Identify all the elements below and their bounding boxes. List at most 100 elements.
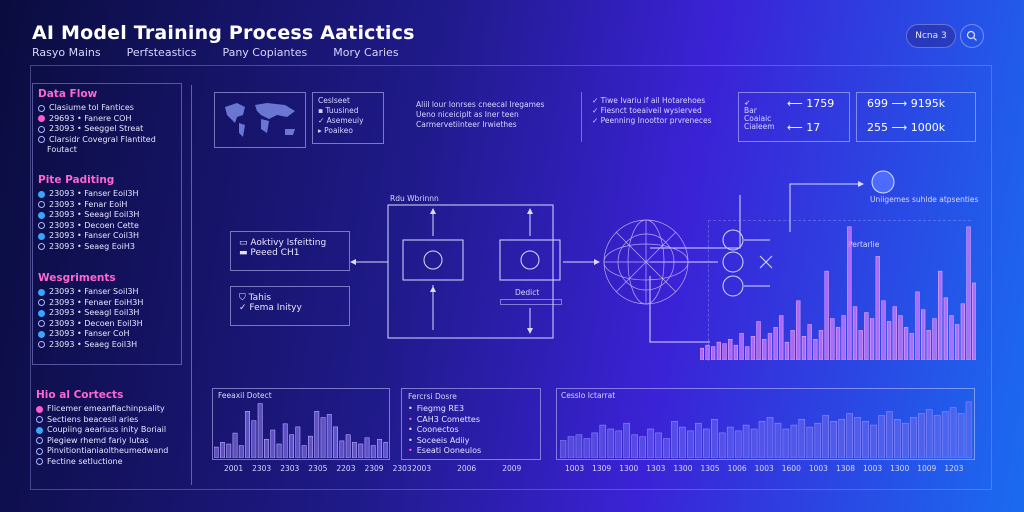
chart-bar (830, 318, 835, 360)
chart-bar (214, 446, 219, 458)
chart-label: Pertarlie (848, 240, 880, 249)
bullet-icon (38, 299, 45, 307)
card-icon: ▭ (239, 238, 248, 248)
chart-bar (938, 270, 943, 360)
chart-bar (790, 330, 795, 360)
bullet-icon (38, 243, 45, 251)
chart-bar (796, 300, 801, 360)
tick-label: 1003 (754, 464, 774, 473)
chart-bar (639, 436, 646, 458)
bullet-icon (38, 201, 45, 209)
chart-bar (232, 432, 238, 458)
dedict-label: Dedict (515, 288, 540, 297)
flow-card-2[interactable]: ⛉ Tahis ✓ Fema Inityy (230, 286, 350, 326)
list-item[interactable]: 23093 • Seaeg Eoil3H (38, 340, 143, 351)
chart-bar (631, 434, 638, 458)
top-note: Aliil lour Ionrses cneecal Iregames Ueno… (416, 100, 545, 129)
chart-bar (807, 324, 812, 360)
tab-1[interactable]: Rasyo Mains (32, 46, 101, 59)
flow-card-1[interactable]: ▭ Aoktivy Isfeitting ▬ Peeed CH1 (230, 231, 350, 271)
chart-bar (607, 428, 615, 458)
tick-label: 2003 (412, 464, 432, 473)
list-item[interactable]: Foutact (47, 145, 77, 154)
dashboard-frame (30, 65, 992, 490)
chart-bar (647, 428, 654, 458)
stat-pair: 699 ⟶ 9195k (867, 97, 946, 110)
list-item[interactable]: 29693 • Fanere COH (38, 114, 156, 125)
list-item[interactable]: • CAH3 Comettes (408, 414, 480, 424)
tab-4[interactable]: Mory Caries (333, 46, 399, 59)
chart-bar (320, 417, 326, 458)
chart-bar (870, 424, 877, 458)
stat-row: ⟵ 17 (787, 121, 821, 134)
tab-3[interactable]: Pany Copiantes (222, 46, 308, 59)
chart-bar (671, 420, 678, 458)
chart-bar (901, 422, 909, 458)
list-item[interactable]: 23093 • Fanser Coil3H (38, 231, 139, 242)
timer-node (402, 239, 464, 281)
list-item[interactable]: • Eseati Ooneulos (408, 446, 482, 455)
tick-label: 2309 (364, 464, 384, 473)
list-item[interactable]: 23093 • Fanser CoH (38, 329, 143, 340)
pill-label: Ncna 3 (915, 31, 947, 41)
chart-bar (926, 330, 931, 360)
list-item[interactable]: 23093 • Fanser Eoil3H (38, 189, 139, 200)
chart-bar (295, 426, 301, 458)
chart-bar (734, 430, 742, 458)
chart-bar (257, 403, 263, 458)
list-item[interactable]: 23093 • Seeagl Eoil3H (38, 308, 143, 319)
list-item[interactable]: Fectine setluctione (36, 457, 168, 468)
list-item[interactable]: Clasiume tol Fantices (38, 103, 156, 114)
stat-pair: 255 ⟶ 1000k (867, 121, 946, 134)
list-item[interactable]: • Coonectos (408, 425, 459, 434)
neural-network-graphic (603, 219, 689, 305)
list-item[interactable]: • Fiegmg RE3 (408, 404, 465, 413)
list-item[interactable]: Piegiew rhemd fariy lutas (36, 436, 168, 447)
list-item[interactable]: 23093 • Seaeg EoiH3 (38, 242, 139, 253)
bullet-icon (38, 136, 45, 144)
chart-bar (779, 315, 784, 360)
chart-bar (949, 407, 957, 458)
list-item[interactable]: Clarsidr Covegral Flantited (38, 135, 156, 146)
tick-label: 1300 (890, 464, 910, 473)
chart-bar (767, 333, 773, 360)
world-map-panel[interactable] (214, 92, 306, 148)
list-item[interactable]: 23093 • Decoen Cette (38, 221, 139, 232)
sidebar-panel (32, 83, 182, 365)
tick-label: 1600 (781, 464, 801, 473)
check-item[interactable]: ✓ Tiwe Ivariu if ail Hotarehoes (592, 96, 706, 105)
tab-2[interactable]: Perfsteastics (126, 46, 197, 59)
stats-box: ➶ Bar Coaiaic Cialeem ⟵ 1759 ⟵ 17 (738, 92, 850, 142)
tick-label: 1300 (673, 464, 693, 473)
list-item[interactable]: 23093 • Fenaer EoiH3H (38, 298, 143, 309)
workspace-pill[interactable]: Ncna 3 (906, 24, 956, 48)
tick-label: 1009 (917, 464, 937, 473)
list-item[interactable]: • Soceeis Adiiy (408, 435, 470, 445)
list-item[interactable]: Pinvitiontianiaoltheumedwand (36, 446, 168, 457)
list-item[interactable]: 23093 • Fenar EoiH (38, 200, 139, 211)
arrow-right-icon: ⟶ (891, 121, 908, 134)
chart-bar (383, 442, 388, 458)
bullet-icon (36, 458, 43, 466)
chart-bar (818, 330, 824, 360)
list-item[interactable]: 23093 • Decoen Eoil3H (38, 319, 143, 330)
list-item[interactable]: 23093 • Seeagl Eoil3H (38, 210, 139, 221)
check-item[interactable]: ✓ Fiesnct toeaiveil wysierved (592, 106, 702, 115)
list-item[interactable]: 23093 • Fanser Soil3H (38, 287, 143, 298)
chart-bar (909, 333, 914, 360)
list-item[interactable]: 23093 • Seeggel Streat (38, 124, 156, 135)
chart-bar (289, 434, 295, 458)
chart-bar (750, 336, 756, 360)
search-button[interactable] (960, 24, 984, 48)
panel-title: Feeaxil Dotect (218, 391, 272, 400)
tick-label: 1003 (863, 464, 883, 473)
chart-bar (705, 344, 710, 360)
list-item[interactable]: Sectiens beacesil aries (36, 415, 168, 426)
chart-bar (869, 318, 875, 360)
check-item[interactable]: ✓ Peenning Inoottor prvreneces (592, 116, 712, 125)
tick-label: 1308 (835, 464, 856, 473)
bullet-icon (38, 309, 45, 317)
list-item[interactable]: Flicemer emeanfiachinpsality (36, 404, 168, 415)
list-item[interactable]: Coupiing aeariuss inity Boriail (36, 425, 168, 436)
chart-bar (370, 445, 376, 458)
